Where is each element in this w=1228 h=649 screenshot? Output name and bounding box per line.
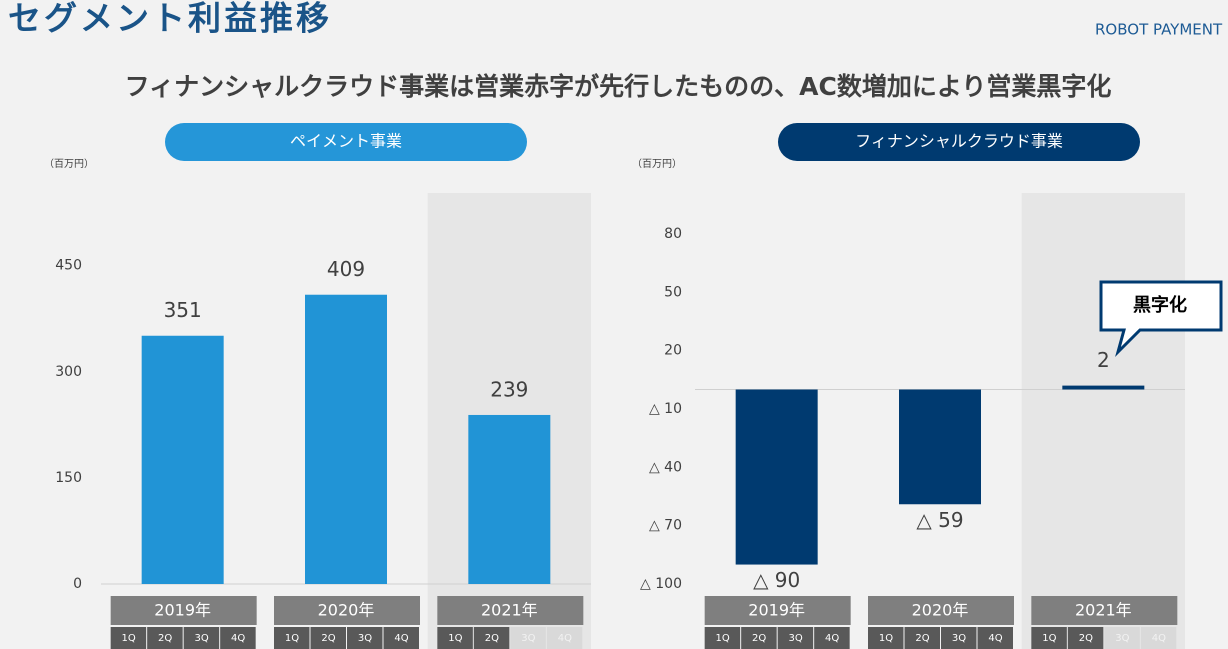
- bar: [468, 414, 551, 584]
- quarter-box: [1140, 627, 1177, 649]
- quarter-label: 3Q: [195, 633, 209, 644]
- y-tick-label: 150: [55, 470, 82, 486]
- panel-header-text: ペイメント事業: [290, 132, 402, 151]
- quarter-label: 2Q: [158, 633, 172, 644]
- data-label: 2: [1097, 348, 1110, 372]
- quarter-box: [510, 627, 546, 649]
- quarter-label: 4Q: [1152, 633, 1166, 644]
- quarter-label: 4Q: [394, 633, 408, 644]
- x-tick-label: 2021年: [1075, 601, 1132, 620]
- y-tick-label: 20: [664, 343, 682, 359]
- quarter-label: 1Q: [448, 633, 462, 644]
- quarter-label: 1Q: [1042, 633, 1056, 644]
- data-label: 239: [490, 377, 528, 401]
- quarter-label: 1Q: [285, 633, 299, 644]
- quarter-box: [274, 627, 310, 649]
- quarter-label: 3Q: [952, 633, 966, 644]
- panel-header: [778, 123, 1140, 161]
- y-tick-label: 300: [55, 364, 82, 380]
- quarter-box: [704, 627, 741, 649]
- quarter-box: [546, 627, 583, 649]
- quarter-box: [741, 627, 777, 649]
- panel-header-text: フィナンシャルクラウド事業: [855, 132, 1063, 151]
- quarter-box: [110, 627, 147, 649]
- panel-header: [165, 123, 527, 161]
- quarter-label: 1Q: [122, 633, 136, 644]
- category-box: [110, 596, 257, 625]
- quarter-box: [147, 627, 183, 649]
- quarter-box: [777, 627, 814, 649]
- quarter-label: 4Q: [231, 633, 245, 644]
- x-tick-label: 2019年: [748, 601, 805, 620]
- y-tick-label: △ 40: [649, 459, 682, 475]
- y-tick-label: 50: [664, 284, 682, 300]
- callout-text: 黒字化: [1133, 294, 1187, 316]
- bar: [899, 389, 981, 505]
- bar: [1062, 385, 1145, 390]
- category-box: [704, 596, 851, 625]
- quarter-box: [1031, 627, 1067, 649]
- y-tick-label: △ 70: [649, 518, 682, 534]
- category-box: [274, 596, 420, 625]
- quarter-box: [473, 627, 510, 649]
- logo: ROBOT PAYMENT: [1095, 21, 1223, 39]
- quarter-label: 3Q: [358, 633, 372, 644]
- quarter-label: 4Q: [825, 633, 839, 644]
- quarter-box: [183, 627, 220, 649]
- quarter-label: 4Q: [988, 633, 1002, 644]
- quarter-label: 2Q: [1079, 633, 1093, 644]
- y-tick-label: 0: [73, 576, 82, 592]
- callout: 黒字化: [1099, 280, 1223, 358]
- quarter-box: [1067, 627, 1104, 649]
- quarter-box: [437, 627, 473, 649]
- quarter-box: [904, 627, 940, 649]
- y-tick-label: 80: [664, 226, 682, 242]
- quarter-label: 3Q: [789, 633, 803, 644]
- plots: 0 150 300 450 351 2019年 1Q 2Q 3Q 4Q 409 2020年 1Q 2Q 3Q…: [55, 226, 1185, 649]
- bar: [735, 389, 818, 565]
- quarter-label: 3Q: [521, 633, 535, 644]
- category-box: [868, 596, 1014, 625]
- x-tick-label: 2021年: [481, 601, 538, 620]
- y-unit: （百万円）: [44, 158, 94, 170]
- callout-box: [1099, 280, 1223, 358]
- quarter-label: 2Q: [752, 633, 766, 644]
- category-box: [1031, 596, 1178, 625]
- quarter-box: [347, 627, 383, 649]
- highlight-band: [1021, 193, 1185, 649]
- y-tick-label: △ 100: [640, 576, 682, 592]
- data-label: 351: [164, 298, 202, 322]
- quarter-label: 1Q: [879, 633, 893, 644]
- quarter-label: 3Q: [1115, 633, 1129, 644]
- x-tick-label: 2020年: [912, 601, 969, 620]
- quarter-box: [941, 627, 977, 649]
- x-tick-label: 2019年: [154, 601, 211, 620]
- bar: [305, 294, 387, 584]
- quarter-label: 2Q: [321, 633, 335, 644]
- highlight-bands: [427, 193, 1185, 649]
- quarter-label: 4Q: [558, 633, 572, 644]
- quarter-box: [310, 627, 346, 649]
- subtitle: フィナンシャルクラウド事業は営業赤字が先行したものの、AC数増加により営業黒字化: [125, 72, 1112, 101]
- quarter-box: [814, 627, 850, 649]
- slide-title: セグメント利益推移: [8, 0, 332, 38]
- category-box: [437, 596, 584, 625]
- quarter-label: 1Q: [716, 633, 730, 644]
- data-label: △ 59: [916, 508, 963, 532]
- x-tick-label: 2020年: [318, 601, 375, 620]
- y-tick-label: △ 10: [649, 401, 682, 417]
- quarter-box: [977, 627, 1013, 649]
- quarter-box: [383, 627, 419, 649]
- quarter-box: [220, 627, 256, 649]
- quarter-label: 2Q: [915, 633, 929, 644]
- quarter-label: 2Q: [485, 633, 499, 644]
- quarter-box: [1104, 627, 1140, 649]
- data-label: △ 90: [753, 568, 800, 592]
- y-tick-label: 450: [55, 258, 82, 274]
- bar: [141, 335, 224, 584]
- data-label: 409: [327, 257, 365, 281]
- quarter-box: [868, 627, 904, 649]
- y-unit: （百万円）: [632, 158, 682, 170]
